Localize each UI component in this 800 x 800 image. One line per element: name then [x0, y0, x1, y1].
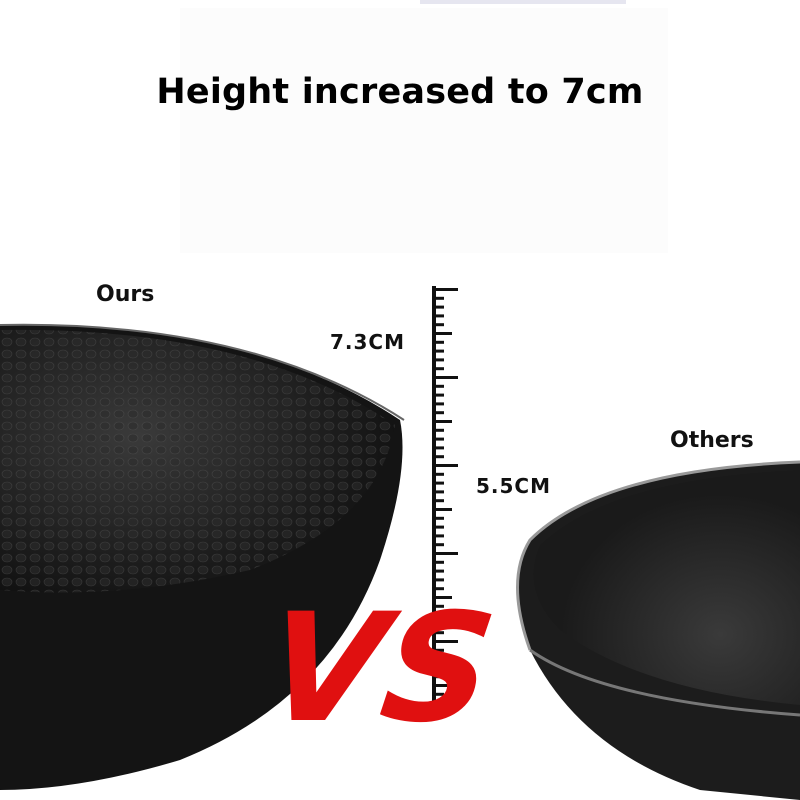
ruler-tick — [432, 569, 444, 573]
others-height-label: 5.5CM — [476, 474, 552, 498]
ruler-tick — [432, 543, 444, 547]
ruler-tick — [432, 481, 444, 485]
others-label: Others — [670, 428, 754, 453]
ruler-tick — [432, 332, 452, 335]
ruler-tick — [432, 455, 444, 459]
ruler-tick — [432, 710, 444, 714]
ruler-tick — [432, 420, 452, 423]
ruler-tick — [432, 508, 452, 511]
ruler-tick — [432, 296, 444, 300]
ruler-tick — [432, 560, 444, 564]
top-strip — [420, 0, 626, 4]
ruler-tick — [432, 393, 444, 397]
ruler-tick — [432, 472, 444, 476]
ruler-tick — [432, 692, 444, 696]
versus-text: VS — [256, 581, 505, 756]
ruler-tick — [432, 684, 452, 687]
ruler-tick — [432, 446, 444, 450]
ruler-tick — [432, 437, 444, 441]
our-wok — [0, 323, 405, 790]
ruler-tick — [432, 552, 458, 555]
ruler-tick — [432, 367, 444, 371]
ruler-tick — [432, 613, 444, 617]
other-pan — [516, 460, 800, 800]
ruler-tick — [432, 525, 444, 529]
ruler-tick — [432, 428, 444, 432]
headline: Height increased to 7cm — [156, 72, 644, 112]
ruler-tick — [432, 499, 444, 503]
height-ruler — [432, 286, 458, 716]
ruler-tick — [432, 648, 444, 652]
ruler-tick — [432, 490, 444, 494]
ruler-tick — [432, 657, 444, 661]
ruler-tick — [432, 701, 444, 705]
title-panel — [180, 8, 668, 253]
ruler-tick — [432, 622, 444, 626]
ruler-tick — [432, 314, 444, 318]
ruler-tick — [432, 666, 444, 670]
ruler-tick — [432, 596, 452, 599]
ours-label: Ours — [96, 282, 155, 307]
ruler-tick — [432, 534, 444, 538]
versus-mark: VS — [256, 581, 505, 756]
ruler-tick — [432, 578, 444, 582]
ruler-tick — [432, 411, 444, 415]
ruler-tick — [432, 358, 444, 362]
ruler-tick — [432, 305, 444, 309]
ruler-tick — [432, 604, 444, 608]
ruler-tick — [432, 675, 444, 679]
ruler-tick — [432, 384, 444, 388]
ruler-tick — [432, 340, 444, 344]
ruler-tick — [432, 587, 444, 591]
ours-height-label: 7.3CM — [330, 330, 406, 354]
ruler-tick — [432, 402, 444, 406]
ruler-tick — [432, 464, 458, 467]
ruler-tick — [432, 349, 444, 353]
ruler-tick — [432, 631, 444, 635]
ruler-tick — [432, 640, 458, 643]
ruler-tick — [432, 516, 444, 520]
ruler-tick — [432, 288, 458, 291]
ruler-tick — [432, 376, 458, 379]
ruler-tick — [432, 323, 444, 327]
